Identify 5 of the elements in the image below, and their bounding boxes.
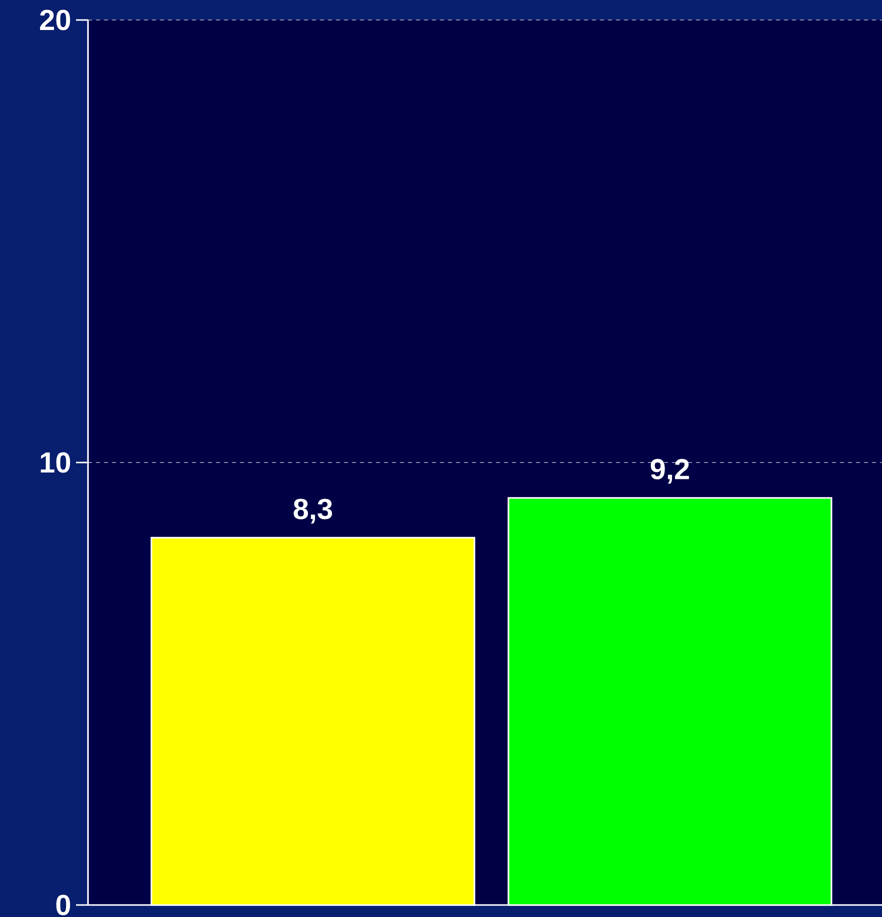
data-label: 8,3 (294, 498, 332, 524)
data-label: 9,2 (650, 458, 689, 484)
y-tick-label: 0 (56, 894, 70, 916)
y-tick-label: 20 (40, 10, 70, 30)
y-tick-label: 10 (40, 452, 70, 473)
